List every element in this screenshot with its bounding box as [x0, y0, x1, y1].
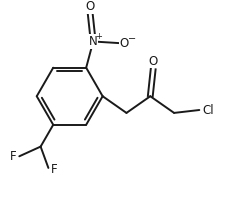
Text: O: O: [149, 55, 158, 68]
Text: Cl: Cl: [202, 104, 214, 116]
Text: F: F: [51, 163, 58, 176]
Text: N: N: [89, 35, 98, 48]
Text: +: +: [96, 32, 102, 41]
Text: −: −: [128, 34, 136, 44]
Text: O: O: [120, 37, 129, 50]
Text: F: F: [10, 150, 17, 163]
Text: O: O: [86, 0, 95, 13]
